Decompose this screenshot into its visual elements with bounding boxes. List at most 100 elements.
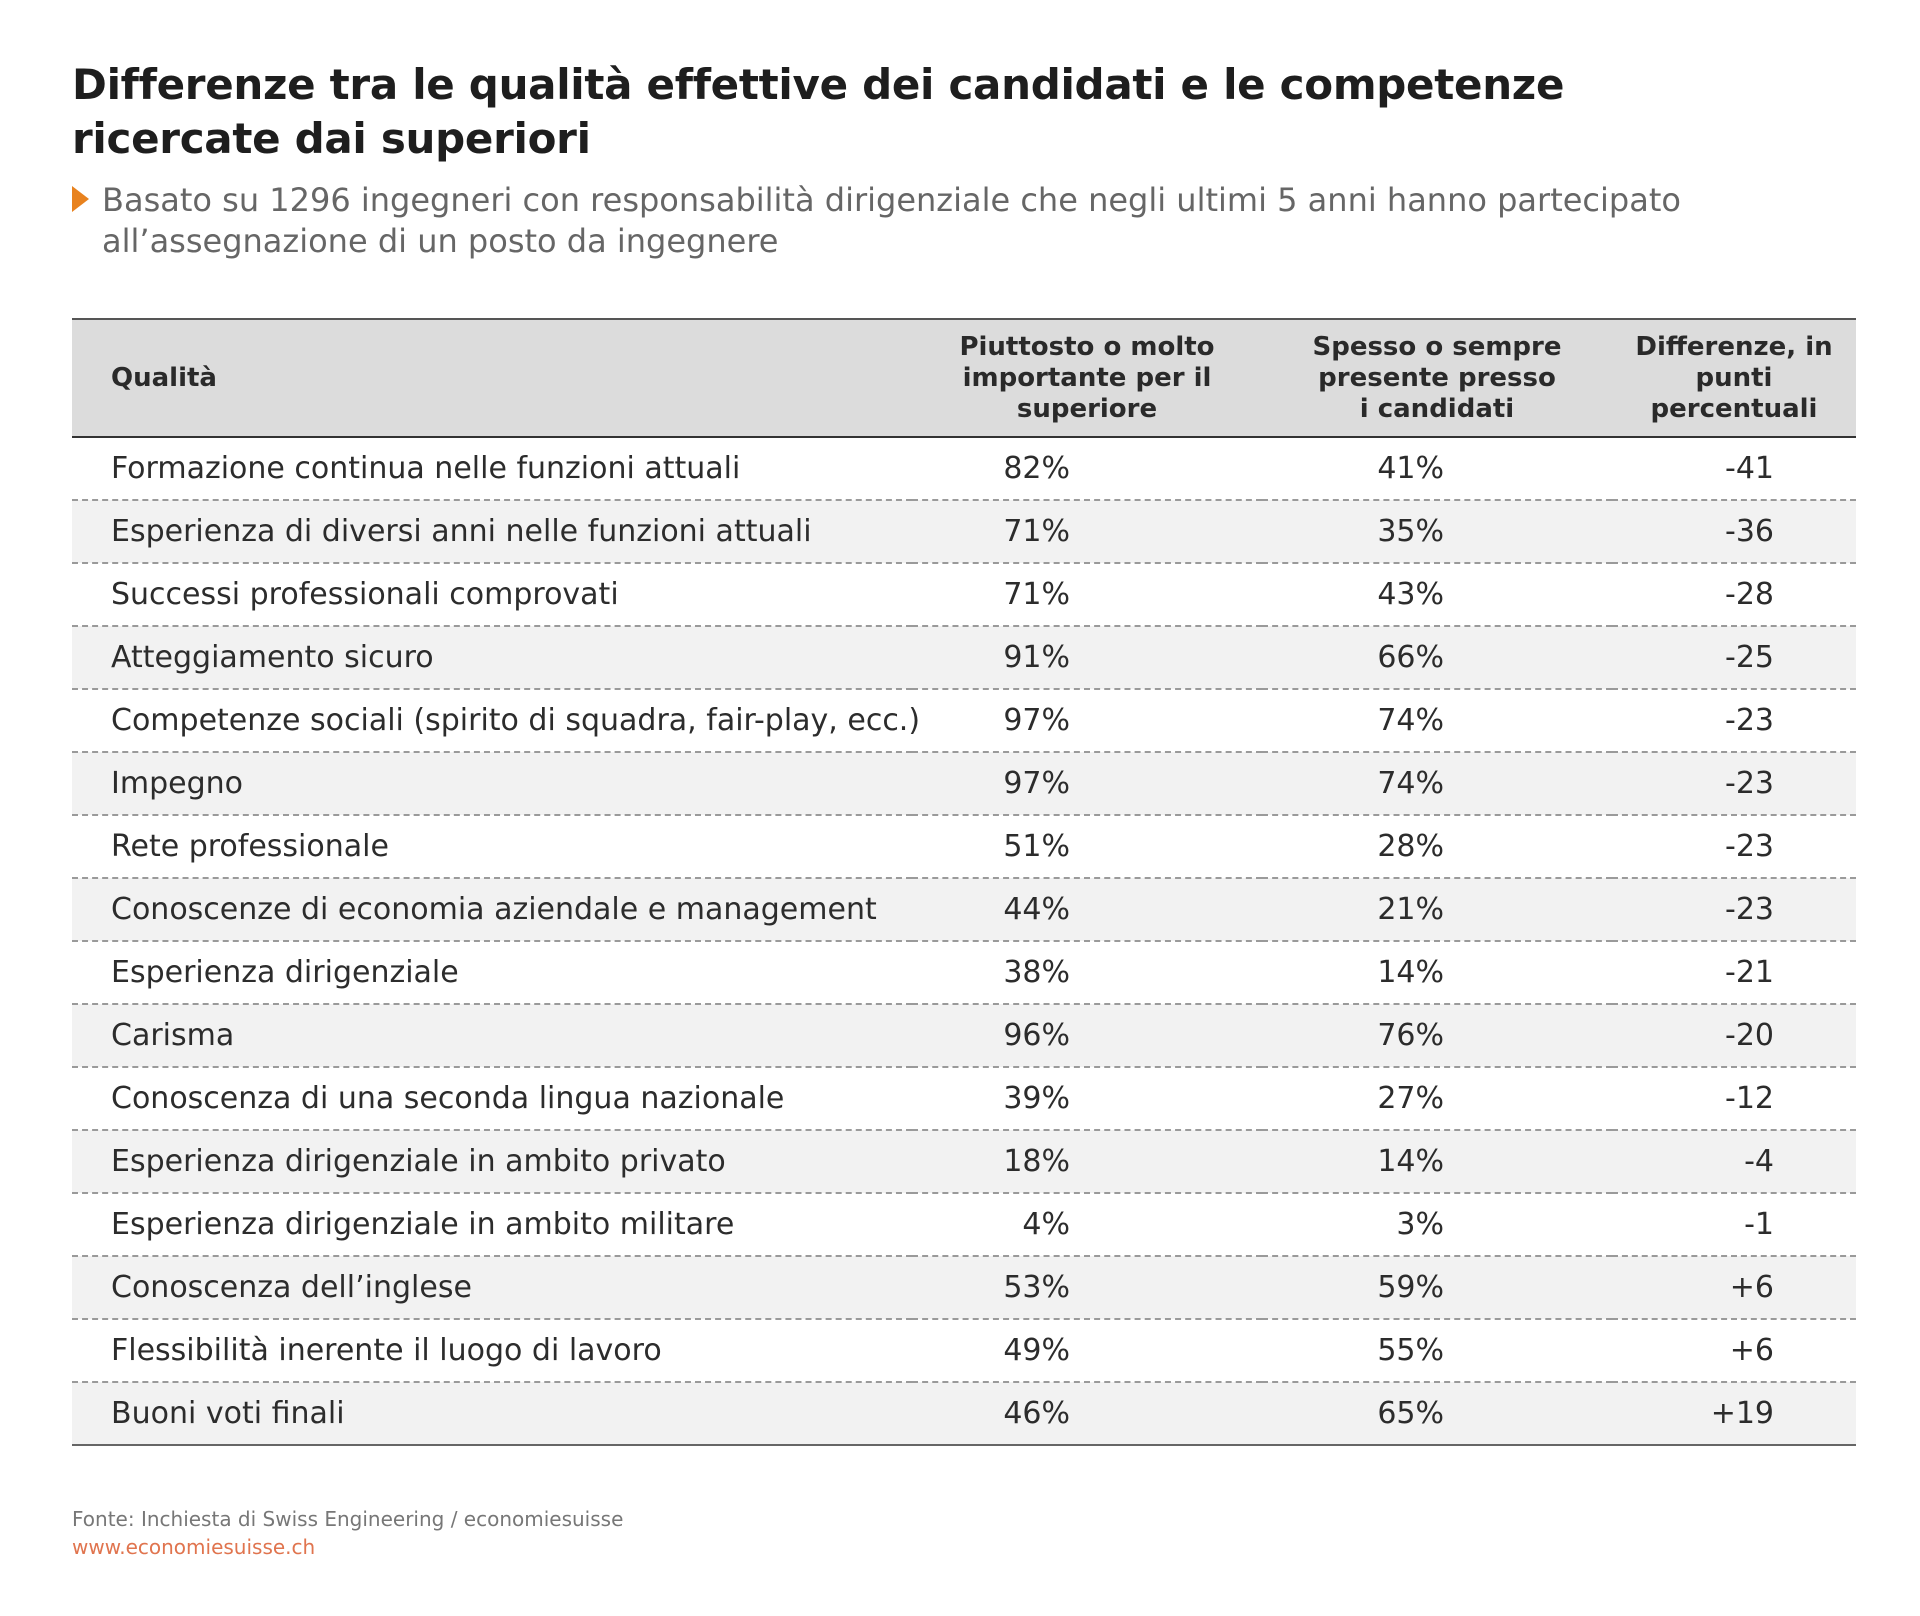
table-row: Conoscenze di economia aziendale e manag… [72,878,1856,942]
cell-difference: -21 [1612,941,1856,1005]
cell-quality: Esperienza dirigenziale in ambito milita… [72,1193,912,1257]
cell-presence: 59% [1262,1256,1612,1320]
cell-importance: 97% [912,752,1262,816]
cell-presence: 35% [1262,500,1612,564]
table-row: Esperienza dirigenziale 38% 14% -21 [72,941,1856,1005]
table-row: Atteggiamento sicuro 91% 66% -25 [72,626,1856,690]
cell-importance: 71% [912,563,1262,627]
cell-presence: 14% [1262,941,1612,1005]
header-importance-line-3: superiore [1016,393,1158,424]
cell-difference: +6 [1612,1319,1856,1383]
table-row: Successi professionali comprovati 71% 43% -… [72,563,1856,627]
header-presence-line-1: Spesso o sempre [1312,331,1562,362]
header-importance-line-2: importante per il [962,362,1212,393]
cell-importance: 53% [912,1256,1262,1320]
table-row: Esperienza di diversi anni nelle funzion… [72,500,1856,564]
cell-importance: 82% [912,437,1262,501]
cell-difference: +19 [1612,1382,1856,1446]
cell-difference: -23 [1612,878,1856,942]
header-difference: Differenze, in punti percentuali [1612,318,1856,438]
cell-quality: Flessibilità inerente il luogo di lavoro [72,1319,912,1383]
table-header: Qualità Piuttosto o molto importante per… [72,318,1856,438]
table-row: Formazione continua nelle funzioni attua… [72,437,1856,501]
cell-presence: 27% [1262,1067,1612,1131]
header-quality: Qualità [72,318,912,438]
table-row: Conoscenza dell’inglese 53% 59% +6 [72,1256,1856,1320]
header-importance: Piuttosto o molto importante per il supe… [912,318,1262,438]
cell-importance: 97% [912,689,1262,753]
cell-difference: -23 [1612,815,1856,879]
cell-presence: 76% [1262,1004,1612,1068]
cell-quality: Esperienza dirigenziale in ambito privat… [72,1130,912,1194]
cell-importance: 46% [912,1382,1262,1446]
header-presence-line-2: presente presso [1318,362,1556,393]
cell-importance: 18% [912,1130,1262,1194]
cell-presence: 28% [1262,815,1612,879]
cell-quality: Conoscenza dell’inglese [72,1256,912,1320]
cell-presence: 14% [1262,1130,1612,1194]
cell-difference: -12 [1612,1067,1856,1131]
orange-triangle-icon [72,186,89,212]
header-presence: Spesso o sempre presente presso i candid… [1262,318,1612,438]
table-row: Conoscenza di una seconda lingua naziona… [72,1067,1856,1131]
chart-title: Differenze tra le qualità effettive dei … [72,58,1772,166]
cell-quality: Atteggiamento sicuro [72,626,912,690]
qualities-table-container: Qualità Piuttosto o molto importante per… [72,318,1856,1446]
cell-importance: 51% [912,815,1262,879]
chart-subtitle: Basato su 1296 ingegneri con responsabil… [72,180,1832,262]
header-importance-line-1: Piuttosto o molto [959,331,1215,362]
cell-importance: 91% [912,626,1262,690]
cell-presence: 65% [1262,1382,1612,1446]
header-difference-line-1: Differenze, in punti [1635,331,1833,393]
source-url-link[interactable]: www.economiesuisse.ch [72,1535,316,1559]
cell-presence: 66% [1262,626,1612,690]
chart-title-line-2: ricercate dai superiori [72,114,591,163]
cell-importance: 38% [912,941,1262,1005]
cell-difference: -4 [1612,1130,1856,1194]
cell-presence: 3% [1262,1193,1612,1257]
cell-quality: Carisma [72,1004,912,1068]
cell-importance: 49% [912,1319,1262,1383]
table-row: Buoni voti finali 46% 65% +19 [72,1382,1856,1446]
cell-difference: +6 [1612,1256,1856,1320]
cell-presence: 41% [1262,437,1612,501]
source-note: Fonte: Inchiesta di Swiss Engineering / … [72,1507,624,1531]
cell-importance: 44% [912,878,1262,942]
cell-difference: -28 [1612,563,1856,627]
table-row: Esperienza dirigenziale in ambito milita… [72,1193,1856,1257]
table-row: Impegno 97% 74% -23 [72,752,1856,816]
cell-difference: -25 [1612,626,1856,690]
cell-quality: Formazione continua nelle funzioni attua… [72,437,912,501]
cell-quality: Esperienza di diversi anni nelle funzion… [72,500,912,564]
cell-quality: Successi professionali comprovati [72,563,912,627]
table-row: Esperienza dirigenziale in ambito privat… [72,1130,1856,1194]
cell-difference: -23 [1612,752,1856,816]
cell-quality: Impegno [72,752,912,816]
chart-subtitle-line-1: Basato su 1296 ingegneri con responsabil… [102,181,1681,219]
qualities-table: Qualità Piuttosto o molto importante per… [72,318,1856,1446]
cell-presence: 74% [1262,689,1612,753]
header-difference-line-2: percentuali [1650,393,1818,424]
table-row: Rete professionale 51% 28% -23 [72,815,1856,879]
cell-difference: -20 [1612,1004,1856,1068]
header-quality-label: Qualità [111,362,217,393]
cell-importance: 4% [912,1193,1262,1257]
table-row: Competenze sociali (spirito di squadra, … [72,689,1856,753]
cell-quality: Buoni voti finali [72,1382,912,1446]
cell-difference: -41 [1612,437,1856,501]
cell-quality: Competenze sociali (spirito di squadra, … [72,689,920,753]
chart-title-line-1: Differenze tra le qualità effettive dei … [72,60,1565,109]
cell-importance: 39% [912,1067,1262,1131]
table-body: Formazione continua nelle funzioni attua… [72,437,1856,1446]
cell-difference: -36 [1612,500,1856,564]
cell-importance: 71% [912,500,1262,564]
cell-quality: Rete professionale [72,815,912,879]
chart-subtitle-line-2: all’assegnazione di un posto da ingegner… [102,222,779,260]
cell-presence: 55% [1262,1319,1612,1383]
header-presence-line-3: i candidati [1359,393,1515,424]
table-row: Flessibilità inerente il luogo di lavoro… [72,1319,1856,1383]
cell-difference: -23 [1612,689,1856,753]
cell-quality: Conoscenza di una seconda lingua naziona… [72,1067,912,1131]
cell-quality: Esperienza dirigenziale [72,941,912,1005]
cell-difference: -1 [1612,1193,1856,1257]
